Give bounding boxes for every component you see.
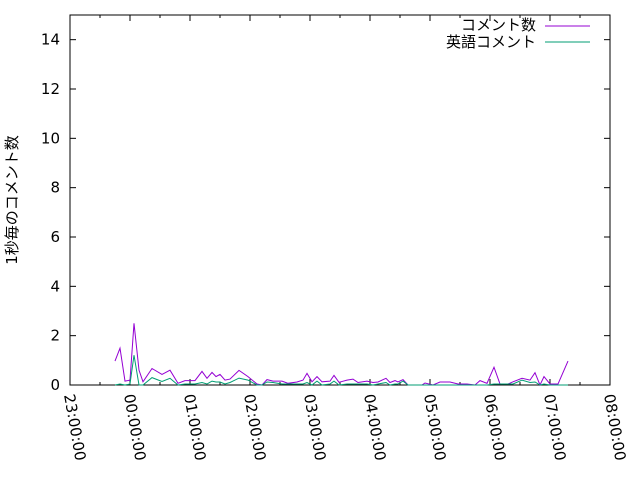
x-tick-label: 02:00:00 <box>240 393 269 462</box>
x-tick-label: 23:00:00 <box>60 393 89 462</box>
legend-label-0: コメント数 <box>461 16 536 34</box>
y-tick-label: 6 <box>50 228 60 246</box>
y-tick-label: 14 <box>41 31 60 49</box>
series-line-0 <box>114 323 569 387</box>
series-line-1 <box>114 355 568 386</box>
legend-label-1: 英語コメント <box>446 33 536 51</box>
x-tick-label: 08:00:00 <box>600 393 629 462</box>
y-tick-label: 8 <box>50 179 60 197</box>
y-tick-label: 0 <box>50 376 60 394</box>
y-axis-label: 1秒毎のコメント数 <box>3 135 21 265</box>
x-tick-label: 00:00:00 <box>120 393 149 462</box>
legend: コメント数 英語コメント <box>446 16 590 51</box>
x-tick-label: 04:00:00 <box>360 393 389 462</box>
x-tick-label: 06:00:00 <box>480 393 509 462</box>
y-tick-label: 2 <box>50 327 60 345</box>
y-tick-label: 12 <box>41 80 60 98</box>
plot-border <box>69 14 611 386</box>
x-tick-label: 01:00:00 <box>180 393 209 462</box>
x-tick-label: 05:00:00 <box>420 393 449 462</box>
x-tick-label: 03:00:00 <box>300 393 329 462</box>
y-tick-label: 4 <box>50 277 60 295</box>
x-tick-label: 07:00:00 <box>540 393 569 462</box>
y-tick-label: 10 <box>41 129 60 147</box>
